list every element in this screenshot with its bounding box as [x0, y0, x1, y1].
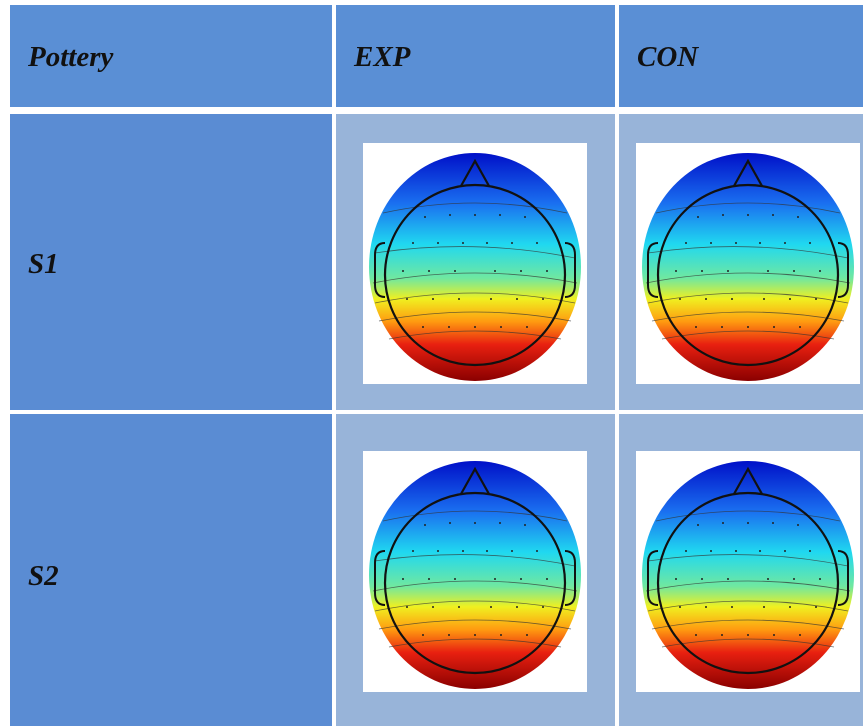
header-cell: EXP [336, 5, 615, 107]
topoplot [636, 451, 860, 692]
image-cell [619, 114, 863, 410]
header-cell: CON [619, 5, 863, 107]
row-label: S2 [28, 560, 59, 592]
row-label-cell: S2 [10, 414, 332, 726]
header-text: CON [637, 41, 699, 73]
row-label-cell: S1 [10, 114, 332, 410]
row-label: S1 [28, 248, 59, 280]
image-cell [619, 414, 863, 726]
image-cell [336, 114, 615, 410]
header-text: EXP [354, 41, 411, 73]
header-text: Pottery [28, 41, 114, 73]
header-cell: Pottery [10, 5, 332, 107]
image-cell [336, 414, 615, 726]
topoplot [363, 451, 587, 692]
topoplot [363, 143, 587, 384]
topoplot [636, 143, 860, 384]
